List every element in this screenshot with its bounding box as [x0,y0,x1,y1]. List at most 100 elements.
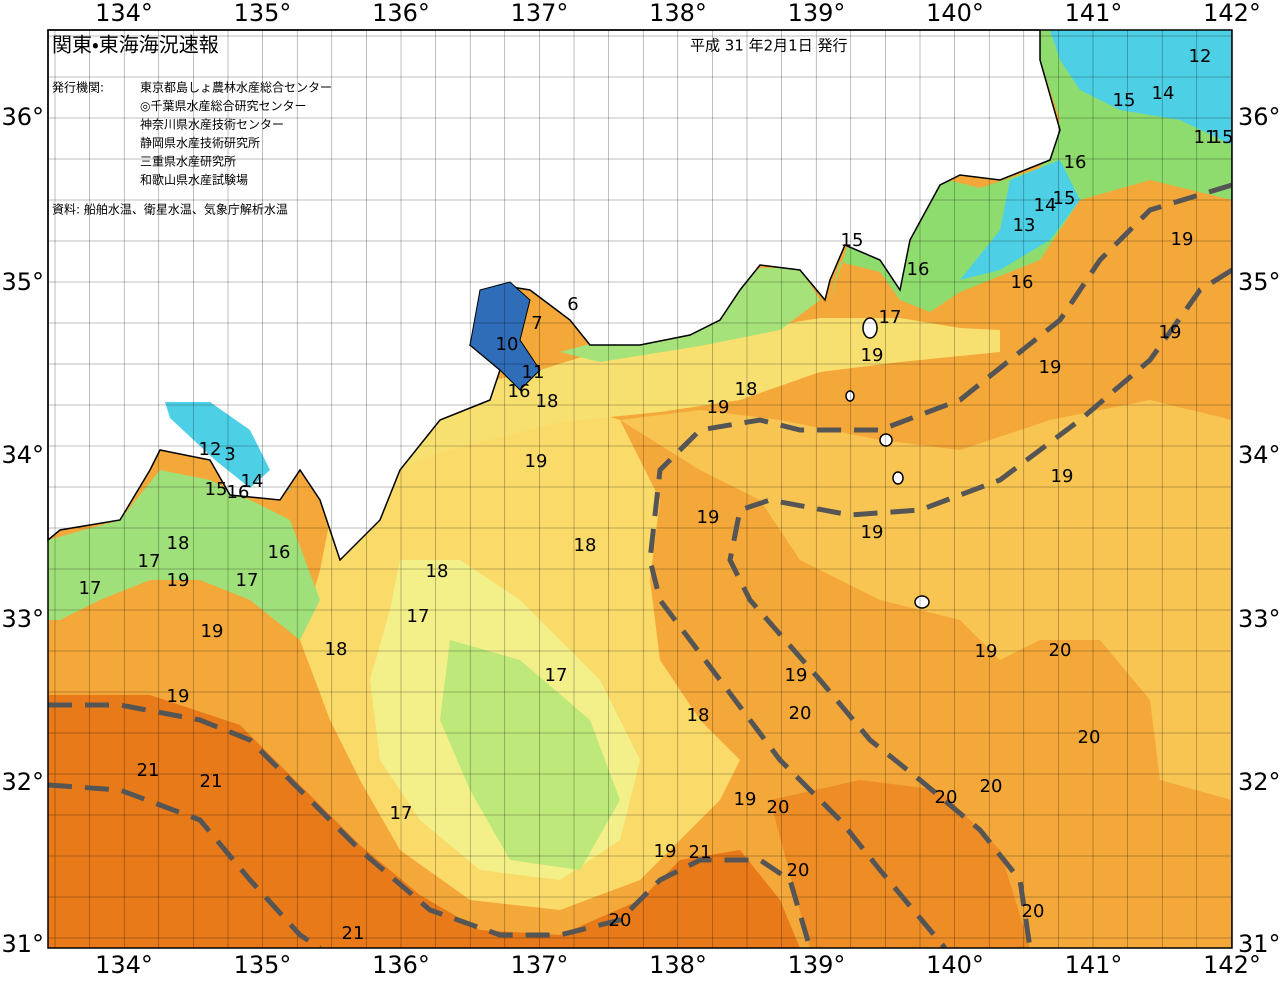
contour-label: 18 [574,535,597,556]
lon-label: 135° [234,0,292,27]
grid [48,30,1232,948]
lon-label: 140° [926,951,984,979]
publisher-label: 発行機関: [52,81,104,95]
contour-label: 20 [1022,901,1045,922]
contour-label: 19 [1159,322,1182,343]
contour-label: 20 [767,797,790,818]
lon-label: 138° [649,0,707,27]
contour-label: 15 [205,479,228,500]
contour-label: 18 [735,379,758,400]
lat-label: 34° [1238,441,1280,469]
lon-label: 136° [372,0,430,27]
contour-label: 15 [1211,127,1234,148]
contour-label: 19 [861,522,884,543]
lon-label: 142° [1203,951,1261,979]
contour-label: 20 [787,860,810,881]
contour-label: 20 [1049,640,1072,661]
source: 資料: 船舶水温、衛星水温、気象庁解析水温 [52,202,288,217]
lon-label: 136° [372,951,430,979]
contour-label: 3 [224,444,235,465]
contour-label: 17 [545,665,568,686]
kuroshio-axis [48,182,1232,948]
contour-label: 12 [1189,46,1212,67]
contour-label: 18 [426,561,449,582]
contour-label: 18 [325,639,348,660]
contour-label: 18 [167,533,190,554]
contour-label: 19 [1051,466,1074,487]
contour-label: 14 [1152,83,1175,104]
contour-label: 19 [167,686,190,707]
lat-label: 31° [1238,930,1280,958]
contour-label: 15 [1113,90,1136,111]
contour-label: 20 [789,703,812,724]
contour-label: 19 [707,397,730,418]
contour-label: 19 [201,621,224,642]
contour-label: 11 [1194,127,1217,148]
contour-label: 17 [79,578,102,599]
contour-label: 17 [390,803,413,824]
contour-label: 21 [689,842,712,863]
contour-label: 19 [167,570,190,591]
lon-label: 141° [1065,951,1123,979]
contour-label: 21 [342,923,365,944]
contour-label: 19 [654,841,677,862]
lat-label: 31° [1,930,44,958]
contour-label: 16 [268,542,291,563]
contour-label: 14 [1034,195,1057,216]
contour-label: 20 [609,910,632,931]
contour-label: 19 [1171,229,1194,250]
lon-label: 140° [926,0,984,27]
lon-label: 138° [649,951,707,979]
publisher: 東京都島しょ農林水産総合センター [140,80,332,95]
lat-label: 34° [1,441,44,469]
contour-label: 19 [697,507,720,528]
lat-label: 33° [1,605,44,633]
lon-label: 139° [788,0,846,27]
lon-label: 142° [1203,0,1261,27]
contour-label: 19 [975,641,998,662]
contour-label: 16 [227,482,250,503]
contour-label: 16 [907,259,930,280]
lon-label: 141° [1065,0,1123,27]
contour-label: 17 [879,307,902,328]
land [47,29,1061,562]
contour-label: 11 [522,362,545,383]
contour-label: 18 [536,391,559,412]
publisher: 静岡県水産技術研究所 [140,135,260,150]
contour-label: 20 [935,787,958,808]
contour-label: 19 [1039,357,1062,378]
contour-label: 17 [138,551,161,572]
contour-label: 17 [407,606,430,627]
lon-label: 137° [511,951,569,979]
lon-label: 137° [511,0,569,27]
lat-label: 32° [1,768,44,796]
contour-label: 19 [734,789,757,810]
contour-label: 21 [137,760,160,781]
map-frame [47,29,1233,949]
contour-label: 16 [1064,152,1087,173]
contour-label: 18 [687,705,710,726]
contour-label: 14 [241,471,264,492]
lat-label: 36° [1238,103,1280,131]
lat-label: 33° [1238,605,1280,633]
publisher: 三重県水産研究所 [140,155,236,169]
contour-label: 20 [1078,727,1101,748]
contour-label: 13 [1013,215,1036,236]
contour-label: 10 [496,334,519,355]
publisher: 和歌山県水産試験場 [140,172,248,187]
contour-label: 20 [980,776,1003,797]
lat-label: 35° [1,268,44,296]
lon-label: 135° [234,951,292,979]
issue-date: 平成 31 年2月1日 発行 [690,37,847,55]
contour-label: 7 [531,313,542,334]
lat-label: 36° [1,103,44,131]
lon-label: 134° [95,951,153,979]
contour-label: 12 [199,439,222,460]
contour-label: 6 [567,294,578,315]
publisher: ◎千葉県水産総合研究センター [140,98,306,113]
lat-label: 35° [1238,268,1280,296]
contour-label: 17 [236,570,259,591]
